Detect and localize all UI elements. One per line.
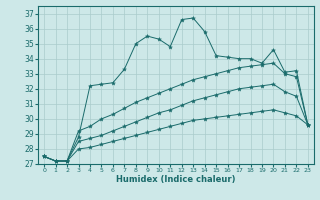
X-axis label: Humidex (Indice chaleur): Humidex (Indice chaleur) [116,175,236,184]
